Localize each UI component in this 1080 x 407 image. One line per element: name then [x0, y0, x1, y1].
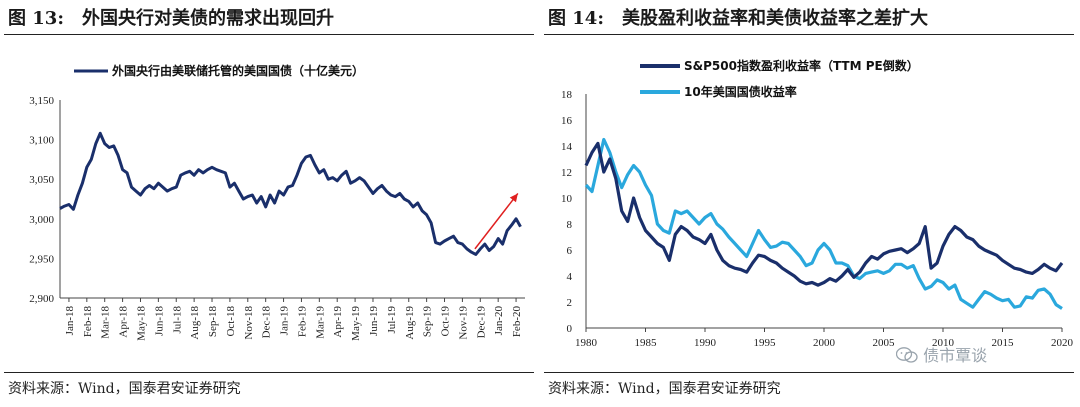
right-source-note: 资料来源：Wind，国泰君安证券研究: [548, 381, 781, 397]
right-y-tick-label: 10: [561, 193, 573, 205]
left-trend-arrow-shaft: [474, 192, 519, 250]
right-figure-panel: 图 14: 美股盈利收益率和美债收益率之差扩大 S&P500指数盈利收益率（TTM…: [540, 0, 1080, 407]
left-x-tick-label: Nov-19: [457, 306, 469, 340]
left-trend-arrow-head: [509, 193, 518, 203]
left-x-tick-label: Jan-20: [493, 306, 505, 336]
right-legend-label-ust10y: 10年美国国债收益率: [684, 84, 797, 99]
left-y-tick-label: 3,050: [29, 174, 54, 186]
left-x-tick-label: Jun-19: [368, 306, 380, 336]
right-series-line-ust10y: [584, 137, 1063, 310]
left-source-rule: [4, 372, 534, 373]
right-chart: S&P500指数盈利收益率（TTM PE倒数） 10年美国国债收益率 0 2 4 6 8…: [561, 58, 1074, 349]
right-y-tick-label: 14: [561, 141, 573, 153]
right-y-tick-label: 2: [567, 297, 573, 309]
left-chart: 外国央行由美联储托管的美国国债（十亿美元） 2,900 2,950 3,000 3,0…: [29, 63, 525, 341]
left-figure-caption: 外国央行对美债的需求出现回升: [81, 8, 334, 29]
left-series-group: [59, 131, 522, 256]
right-y-tick-label: 18: [561, 89, 573, 101]
left-x-tick-label: Oct-19: [440, 306, 452, 337]
left-x-tick-label: Mar-19: [314, 306, 326, 339]
left-legend: 外国央行由美联储托管的美国国债（十亿美元）: [74, 63, 364, 78]
wechat-icon: [895, 347, 918, 363]
right-x-tick-label: 1990: [694, 337, 717, 349]
left-y-tick-label: 2,900: [29, 293, 54, 305]
right-x-tick-label: 1985: [635, 337, 658, 349]
left-x-tick-label: Feb-18: [82, 306, 94, 338]
watermark: 债市覃谈: [895, 342, 988, 366]
left-x-tick-label: Sep-19: [422, 306, 434, 338]
right-title-rule: [544, 34, 1074, 35]
left-figure-panel: 图 13: 外国央行对美债的需求出现回升 外国央行由美联储托管的美国国债（十亿美元…: [4, 4, 534, 397]
right-legend-label-sp500: S&P500指数盈利收益率（TTM PE倒数）: [684, 58, 919, 73]
right-y-tick-label: 4: [567, 271, 573, 283]
left-x-tick-label: Apr-18: [118, 306, 130, 338]
right-y-tick-label: 8: [567, 219, 573, 231]
left-x-tick-label: Oct-18: [225, 306, 237, 337]
left-y-tick-label: 3,100: [29, 135, 54, 147]
left-x-tick-label: Apr-19: [332, 306, 344, 338]
left-x-tick-label: Jan-18: [64, 306, 76, 336]
right-source-rule: [544, 372, 1074, 373]
right-y-tick-label: 0: [567, 323, 573, 335]
left-x-tick-label: Feb-20: [511, 306, 523, 338]
right-x-tick-label: 2020: [1051, 337, 1074, 349]
right-y-axis: 0 2 4 6 8 10 12 14 16 18: [561, 89, 587, 335]
right-x-tick-label: 1980: [575, 337, 598, 349]
right-series-group: [584, 137, 1064, 310]
watermark-text: 债市覃谈: [923, 346, 988, 365]
left-x-tick-label: Nov-18: [243, 306, 255, 340]
left-x-tick-label: May-18: [135, 306, 147, 341]
left-series-line: [59, 131, 522, 256]
left-x-tick-label: Feb-19: [296, 306, 308, 338]
right-legend: S&P500指数盈利收益率（TTM PE倒数） 10年美国国债收益率: [640, 58, 919, 99]
left-y-tick-label: 3,000: [29, 214, 54, 226]
left-y-axis: 2,900 2,950 3,000 3,050 3,100 3,150: [29, 95, 61, 305]
left-x-tick-label: Jan-19: [279, 306, 291, 336]
left-y-tick-label: 3,150: [29, 95, 54, 107]
left-x-tick-label: Aug-18: [189, 306, 201, 340]
left-y-tick-label: 2,950: [29, 253, 54, 265]
right-y-tick-label: 12: [561, 167, 572, 179]
left-x-tick-label: Jun-18: [153, 306, 165, 336]
left-legend-label: 外国央行由美联储托管的美国国债（十亿美元）: [112, 63, 364, 78]
right-x-axis: 1980 1985 1990 1995 2000 2005 2010 2015 2020: [575, 327, 1074, 349]
right-figure-title: 图 14: 美股盈利收益率和美债收益率之差扩大: [548, 4, 928, 30]
left-x-tick-label: Dec-19: [475, 306, 487, 339]
right-x-tick-label: 2015: [992, 337, 1015, 349]
left-x-tick-label: Aug-19: [404, 306, 416, 340]
left-x-tick-label: Dec-18: [261, 306, 273, 339]
right-series-line-sp500: [584, 141, 1064, 287]
left-trend-arrow: [474, 192, 519, 250]
left-x-tick-label: Mar-18: [100, 306, 112, 339]
left-x-axis: Jan-18 Feb-18 Mar-18 Apr-18 May-18 Jun-18 Jul-…: [60, 297, 525, 341]
left-figure-title: 图 13: 外国央行对美债的需求出现回升: [8, 4, 334, 30]
right-x-tick-label: 2000: [813, 337, 836, 349]
left-title-rule: [4, 34, 534, 35]
left-source-note: 资料来源：Wind，国泰君安证券研究: [8, 381, 241, 397]
right-figure-number: 图 14:: [548, 8, 604, 29]
right-y-tick-label: 16: [561, 115, 573, 127]
right-figure-caption: 美股盈利收益率和美债收益率之差扩大: [621, 8, 928, 29]
right-x-tick-label: 2005: [873, 337, 896, 349]
left-x-tick-label: Sep-18: [207, 306, 219, 338]
right-x-tick-label: 1995: [754, 337, 777, 349]
right-y-tick-label: 6: [567, 245, 573, 257]
left-x-tick-label: Jul-19: [386, 306, 398, 334]
right-x-tick-label: 2010: [932, 337, 955, 349]
left-x-tick-label: Jul-18: [171, 306, 183, 334]
left-figure-number: 图 13:: [8, 8, 64, 29]
left-x-tick-label: May-19: [350, 306, 362, 341]
